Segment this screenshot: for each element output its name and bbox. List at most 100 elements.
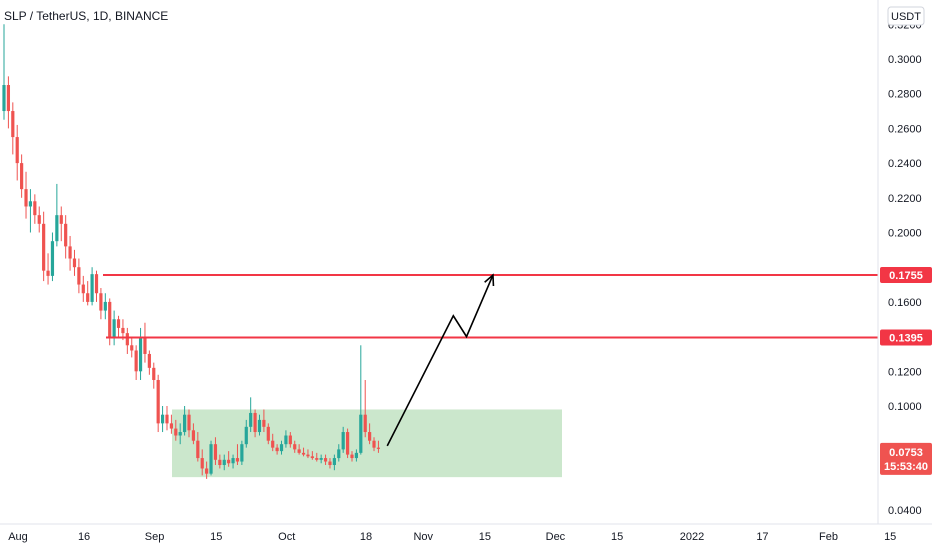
candle: [46, 253, 50, 285]
candle: [244, 419, 248, 448]
zone-layer: [172, 409, 562, 478]
candle-body: [200, 458, 204, 469]
candle: [205, 461, 209, 479]
x-tick-label: 16: [78, 531, 90, 543]
candle-body: [235, 458, 240, 462]
candle-body: [147, 353, 151, 368]
candle-body: [284, 435, 288, 445]
time-axis[interactable]: Aug 16 Sep 15 Oct 18 Nov 15 Dec 15 2022 17 Feb 15: [8, 531, 896, 543]
candle-body: [108, 301, 112, 337]
candle-body: [240, 444, 244, 462]
candle-body: [138, 336, 143, 372]
candle-body: [174, 428, 178, 436]
arrow-layer: [386, 273, 495, 447]
candle-body: [271, 440, 275, 448]
level-label-text: 0.1755: [889, 270, 923, 282]
candle: [257, 414, 262, 436]
candle-body: [249, 412, 253, 427]
candle: [288, 432, 292, 448]
candle: [55, 183, 59, 247]
candle-body: [293, 444, 297, 450]
candle-body: [222, 459, 226, 466]
candle-body: [24, 189, 28, 207]
x-tick-label: 15: [479, 531, 491, 543]
candle-body: [315, 458, 319, 460]
candle-body: [81, 284, 85, 294]
candle-body: [99, 293, 103, 311]
candle-body: [55, 215, 59, 242]
candle: [125, 327, 129, 354]
level-label-lower: 0.1395: [880, 329, 932, 346]
x-tick-label: Oct: [278, 531, 295, 543]
candle-body: [345, 432, 350, 455]
x-tick-label: 17: [756, 531, 768, 543]
candle: [143, 322, 147, 363]
candle-body: [183, 414, 187, 433]
candle-body: [337, 449, 341, 459]
candle-body: [134, 350, 138, 372]
countdown-text: 15:53:40: [884, 461, 928, 473]
candle: [24, 171, 28, 219]
candle: [345, 428, 350, 459]
candle: [147, 350, 151, 375]
candle: [130, 336, 134, 358]
candle-body: [257, 419, 262, 433]
y-tick-label: 0.2000: [888, 228, 922, 240]
candle-body: [152, 367, 156, 380]
candle: [227, 451, 231, 467]
projection-path: [386, 274, 494, 447]
x-tick-label: 18: [360, 531, 372, 543]
candle-body: [86, 293, 90, 302]
y-tick-label: 0.2400: [888, 158, 922, 170]
currency-button[interactable]: USDT: [887, 6, 925, 26]
candle-body: [209, 444, 213, 474]
candle-body: [59, 215, 63, 224]
candle: [222, 454, 226, 471]
candle: [2, 24, 6, 120]
candle: [64, 215, 68, 259]
candle: [301, 447, 306, 457]
candle-body: [11, 111, 15, 138]
candle-body: [231, 458, 235, 464]
candle: [37, 206, 41, 233]
candle-body: [94, 274, 99, 294]
candle-body: [160, 414, 165, 424]
candle: [200, 449, 204, 476]
candle: [293, 440, 297, 453]
candle-body: [165, 414, 169, 424]
candle: [90, 267, 94, 306]
x-tick-label: 15: [210, 531, 222, 543]
candle: [279, 440, 284, 455]
candle: [231, 454, 235, 469]
candle-body: [37, 215, 41, 224]
candle: [72, 249, 77, 276]
y-tick-label: 0.2200: [888, 193, 922, 205]
candle: [165, 406, 169, 431]
x-tick-label: Nov: [413, 531, 433, 543]
candle: [284, 430, 288, 448]
candle: [160, 406, 165, 433]
candle-body: [363, 414, 367, 433]
candle-body: [319, 458, 323, 460]
price-axis[interactable]: 0.32000.30000.28000.26000.24000.22000.20…: [888, 19, 922, 517]
x-tick-label: 15: [884, 531, 896, 543]
price-labels-layer: 0.1755 0.1395 0.0753 15:53:40: [880, 267, 932, 475]
candle: [59, 206, 63, 242]
candle: [275, 444, 279, 455]
candle: [99, 288, 103, 320]
candle: [86, 281, 90, 306]
level-label-upper-bg: [880, 267, 932, 284]
candles-layer: [2, 24, 381, 479]
candle-body: [262, 419, 266, 427]
candle: [15, 124, 19, 181]
candle-body: [359, 414, 363, 453]
candle: [50, 232, 55, 282]
level-label-lower-bg: [880, 329, 932, 346]
candle: [266, 423, 270, 445]
candle-body: [218, 459, 222, 466]
candle-body: [121, 327, 125, 334]
candle-body: [372, 440, 376, 448]
candle-body: [33, 201, 37, 216]
